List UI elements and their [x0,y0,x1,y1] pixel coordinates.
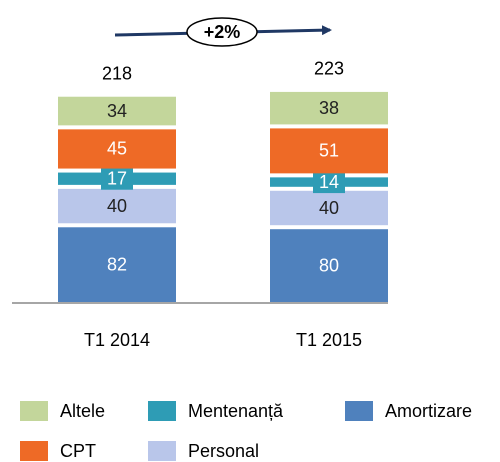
total-label: 223 [314,59,344,79]
segment-label: 14 [319,172,339,192]
legend-label: Amortizare [385,401,472,421]
bar-segment [270,128,388,174]
segment-label: 45 [107,139,127,159]
legend-swatch [148,401,176,421]
bar-segment [270,190,388,226]
legend-swatch [20,401,48,421]
segment-label: 17 [107,168,127,188]
total-label: 218 [102,63,132,83]
legend-label: Mentenanță [188,401,284,421]
segment-label: 82 [107,254,127,274]
bar-segment [58,96,176,126]
bar-segment [58,188,176,224]
annotation: +2% [204,22,241,42]
bar-segment [58,227,176,302]
segment-label: 51 [319,141,339,161]
segment-label: 40 [319,198,339,218]
segment-label: 40 [107,196,127,216]
legend-swatch [20,441,48,461]
segment-label: 34 [107,101,127,121]
legend-label: Altele [60,401,105,421]
x-tick-label: T1 2015 [296,330,362,350]
legend-swatch [345,401,373,421]
label-box [101,167,133,190]
annotation-bubble [186,17,258,47]
bar-segment [270,91,388,125]
legend-label: Personal [188,441,259,461]
segment-label: 80 [319,255,339,275]
segment-label: 38 [319,98,339,118]
x-tick-label: T1 2014 [84,330,150,350]
bar-segment [270,229,388,302]
legend-label: CPT [60,441,96,461]
legend-swatch [148,441,176,461]
bar-segment [58,129,176,169]
label-box [313,171,345,194]
